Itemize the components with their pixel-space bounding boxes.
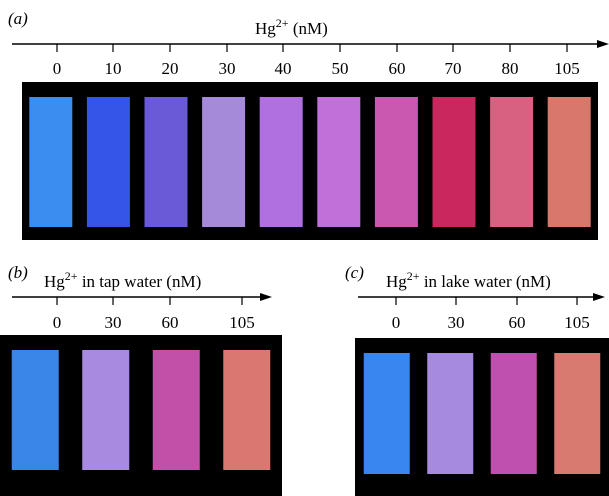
color-strip (223, 350, 270, 470)
title-base: Hg (386, 272, 407, 291)
color-strip (427, 353, 473, 474)
figure: (a)Hg2+ (nM)01020304050607080105(b)Hg2+ … (0, 0, 609, 496)
color-strip (87, 97, 130, 227)
panel-label: (a) (8, 9, 28, 28)
tick-label: 105 (229, 313, 255, 332)
title-sup: 2+ (65, 269, 78, 283)
tick-label: 105 (564, 313, 590, 332)
axis-title: Hg2+ in lake water (nM) (386, 269, 551, 291)
tick-label: 50 (332, 59, 349, 78)
arrow-head (260, 293, 272, 301)
tick-label: 80 (502, 59, 519, 78)
color-strip (153, 350, 200, 470)
color-strip (260, 97, 303, 227)
color-strip (202, 97, 245, 227)
tick-label: 30 (448, 313, 465, 332)
title-rest: in tap water (nM) (78, 272, 202, 291)
color-strip (82, 350, 129, 470)
color-strip (317, 97, 360, 227)
panel-label: (b) (8, 263, 28, 282)
title-base: Hg (44, 272, 65, 291)
panel-label: (c) (345, 263, 364, 282)
title-sup: 2+ (407, 269, 420, 283)
color-strip (364, 353, 410, 474)
tick-label: 10 (105, 59, 122, 78)
tick-label: 0 (392, 313, 401, 332)
color-strip (433, 97, 476, 227)
tick-label: 30 (105, 313, 122, 332)
title-base: Hg (255, 19, 276, 38)
tick-label: 30 (219, 59, 236, 78)
color-strip (12, 350, 59, 470)
tick-label: 40 (275, 59, 292, 78)
color-strip (554, 353, 600, 474)
color-strip (491, 353, 537, 474)
tick-label: 60 (162, 313, 179, 332)
tick-label: 20 (162, 59, 179, 78)
tick-label: 105 (554, 59, 580, 78)
color-strip (548, 97, 591, 227)
title-sup: 2+ (276, 16, 289, 30)
color-strip (490, 97, 533, 227)
arrow-head (597, 40, 609, 48)
color-strip (375, 97, 418, 227)
axis-title: Hg2+ in tap water (nM) (44, 269, 201, 291)
color-strip (145, 97, 188, 227)
color-strip (29, 97, 72, 227)
axis-title: Hg2+ (nM) (255, 16, 328, 38)
arrow-head (593, 293, 605, 301)
tick-label: 0 (53, 59, 62, 78)
tick-label: 60 (389, 59, 406, 78)
tick-label: 0 (53, 313, 62, 332)
tick-label: 70 (445, 59, 462, 78)
tick-label: 60 (509, 313, 526, 332)
title-rest: (nM) (289, 19, 328, 38)
title-rest: in lake water (nM) (420, 272, 551, 291)
